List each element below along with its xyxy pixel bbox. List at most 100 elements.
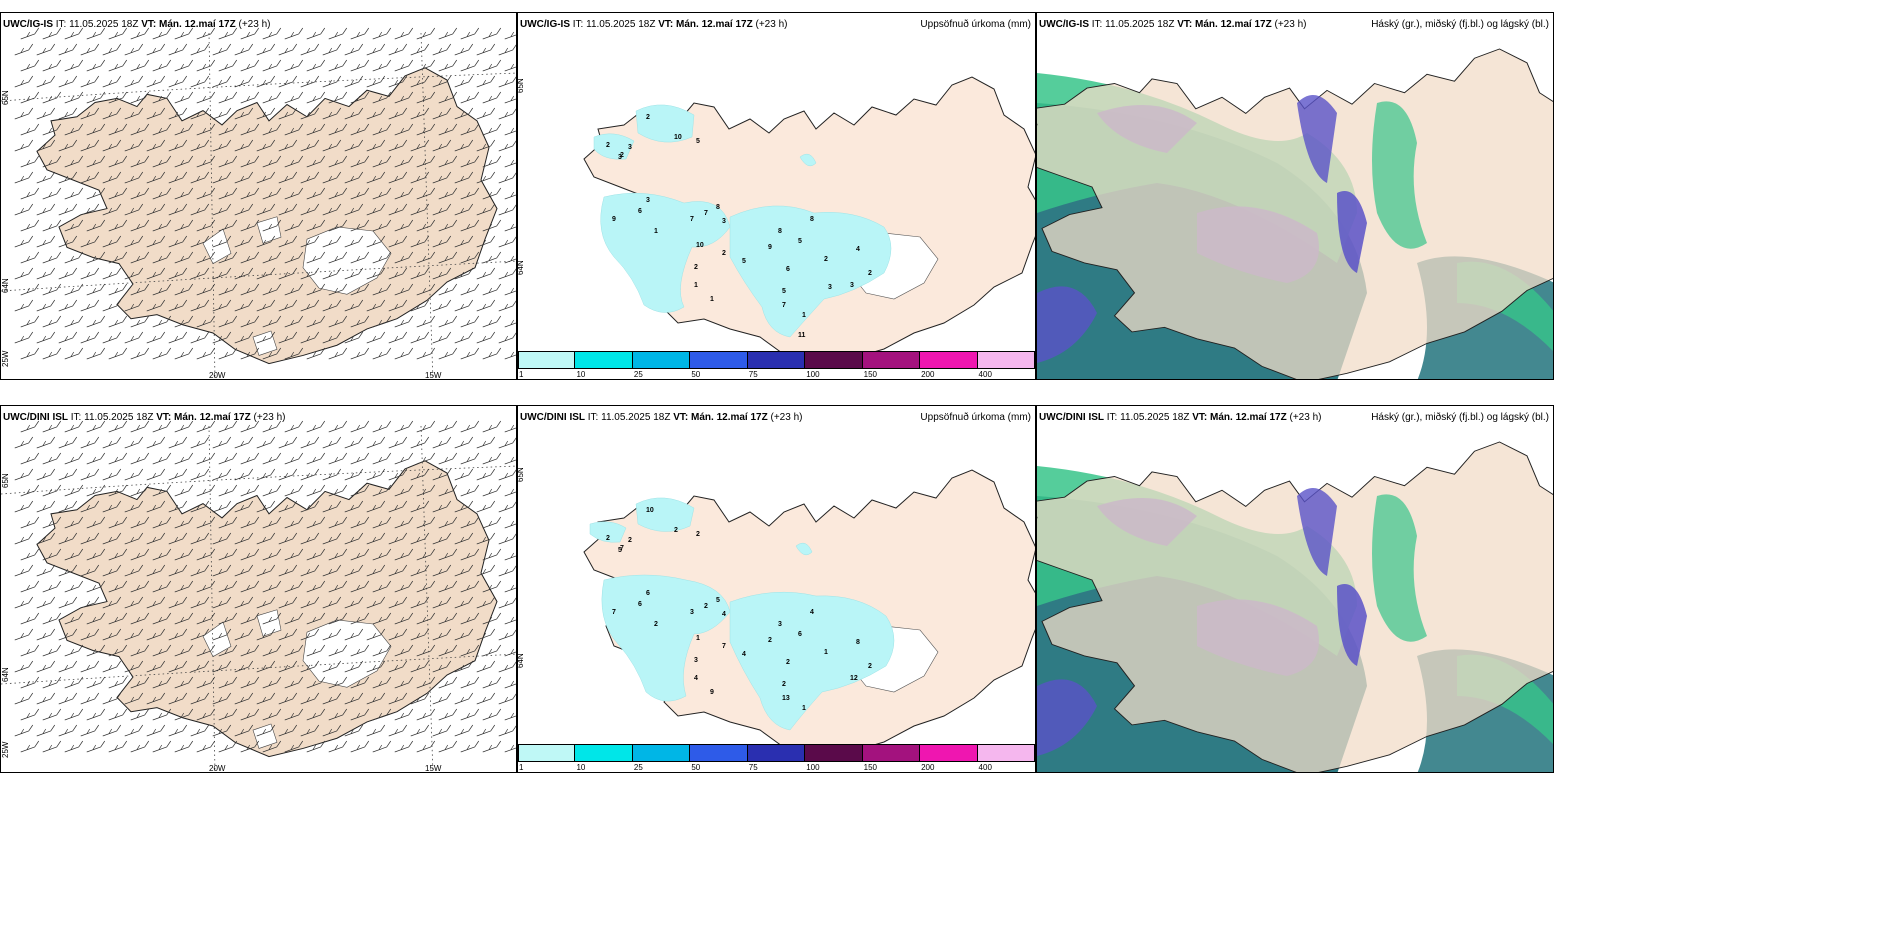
wind-panel-top: UWC/IG-IS IT: 11.05.2025 18Z VT: Mán. 12… — [0, 12, 517, 380]
colorbar-tick-label: 400 — [978, 763, 992, 772]
precip-value-label: 3 — [690, 609, 694, 616]
colorbar-cell — [632, 744, 691, 762]
colorbar-cell — [805, 351, 863, 369]
precip-blob — [593, 133, 635, 160]
lat-label-64n: 64N — [517, 260, 525, 275]
precip-value-label: 4 — [742, 651, 746, 658]
lead-time: (+23 h) — [1289, 412, 1322, 423]
model-name: UWC/DINI ISL — [1039, 412, 1104, 423]
colorbar-cell — [690, 351, 748, 369]
precip-value-label: 7 — [690, 216, 694, 223]
colorbar-cell — [632, 351, 691, 369]
colorbar-cell — [920, 351, 978, 369]
colorbar-tick-label: 100 — [806, 763, 820, 772]
mid-cloud-area — [1297, 95, 1337, 183]
precip-value-label: 5 — [716, 597, 720, 604]
it-label: IT: — [587, 412, 599, 423]
precip-value-label: 5 — [618, 547, 622, 554]
precip-value-label: 5 — [742, 258, 746, 265]
lon-label-20w: 20W — [209, 764, 226, 773]
it-value: 11.05.2025 18Z — [84, 412, 154, 423]
precip-value-label: 2 — [606, 535, 610, 542]
precip-value-label: 3 — [778, 621, 782, 628]
panel-header: UWC/IG-IS IT: 11.05.2025 18Z VT: Mán. 12… — [1039, 19, 1549, 33]
precip-value-label: 9 — [768, 244, 772, 251]
colorbar-tick-label: 150 — [863, 370, 878, 379]
precip-value-label: 2 — [654, 621, 658, 628]
colorbar-tick-label: 75 — [748, 763, 758, 772]
precip-value-label: 2 — [674, 527, 678, 534]
model-name: UWC/DINI ISL — [520, 412, 585, 423]
it-value: 11.05.2025 18Z — [69, 19, 139, 30]
precip-value-label: 2 — [722, 250, 726, 257]
cloud-panel-bottom: UWC/DINI ISL IT: 11.05.2025 18Z VT: Mán.… — [1036, 405, 1554, 773]
colorbar-cell — [747, 351, 806, 369]
precip-value-label: 4 — [694, 675, 698, 682]
precip-value-label: 11 — [798, 332, 806, 339]
precip-blob — [589, 521, 627, 543]
colorbar-cell — [862, 351, 921, 369]
cloud-title: Háský (gr.), miðský (fj.bl.) og lágský (… — [1371, 412, 1549, 423]
vt-label: VT: — [1192, 412, 1208, 423]
colorbar-cell — [518, 351, 576, 369]
vt-label: VT: — [673, 412, 689, 423]
precip-value-label: 10 — [674, 134, 682, 141]
precip-value-label: 2 — [628, 537, 632, 544]
vt-value: Mán. 12.maí 17Z — [676, 19, 753, 30]
precip-value-label: 3 — [694, 657, 698, 664]
vt-label: VT: — [658, 19, 674, 30]
panel-header: UWC/DINI ISL IT: 11.05.2025 18Z VT: Mán.… — [3, 412, 512, 426]
precip-value-label: 3 — [628, 144, 632, 151]
precip-blob — [799, 153, 817, 167]
lat-label-65n: 65N — [517, 78, 525, 93]
precip-value-label: 3 — [828, 284, 832, 291]
it-label: IT: — [1106, 412, 1118, 423]
colorbar-tick-label: 10 — [576, 370, 586, 379]
precip-value-label: 6 — [638, 208, 642, 215]
precip-value-label: 10 — [646, 507, 654, 514]
precip-value-label: 3 — [850, 282, 854, 289]
colorbar-tick-label: 150 — [863, 763, 878, 772]
precip-value-label: 2 — [824, 256, 828, 263]
colorbar-tick-label: 1 — [519, 370, 524, 379]
precip-value-label: 7 — [722, 643, 726, 650]
precip-value-label: 2 — [620, 152, 624, 159]
colorbar-cell — [747, 744, 806, 762]
precip-blob — [729, 591, 895, 731]
precip-value-label: 2 — [782, 681, 786, 688]
model-name: UWC/DINI ISL — [3, 412, 68, 423]
panel-header: UWC/DINI ISL IT: 11.05.2025 18Z VT: Mán.… — [520, 412, 1031, 426]
lat-label-64n: 64N — [517, 653, 525, 668]
precip-value-label: 2 — [694, 264, 698, 271]
precip-value-label: 6 — [786, 266, 790, 273]
precip-value-label: 3 — [618, 154, 622, 161]
precip-value-label: 7 — [782, 302, 786, 309]
high-cloud-area — [1372, 101, 1427, 249]
precip-value-label: 1 — [694, 282, 698, 289]
precip-value-label: 1 — [696, 635, 700, 642]
precip-value-label: 2 — [696, 531, 700, 538]
mid-cloud-area — [1037, 679, 1097, 756]
precip-value-label: 4 — [810, 609, 814, 616]
precip-value-label: 2 — [868, 663, 872, 670]
precip-value-label: 8 — [856, 639, 860, 646]
colorbar-tick-label: 50 — [691, 763, 701, 772]
it-label: IT: — [1091, 19, 1103, 30]
precip-title: Uppsöfnuð úrkoma (mm) — [920, 19, 1031, 30]
precip-value-label: 1 — [802, 705, 806, 712]
precip-value-label: 1 — [824, 649, 828, 656]
wind-panel-bottom: UWC/DINI ISL IT: 11.05.2025 18Z VT: Mán.… — [0, 405, 517, 773]
vt-label: VT: — [156, 412, 172, 423]
high-cloud-area — [1372, 494, 1427, 642]
colorbar-frame — [518, 351, 1035, 369]
lead-time: (+23 h) — [238, 19, 271, 30]
precip-value-label: 6 — [646, 590, 650, 597]
colorbar-tick-label: 50 — [691, 370, 701, 379]
precip-value-label: 4 — [856, 246, 860, 253]
colorbar-cell — [920, 744, 978, 762]
panel-header: UWC/DINI ISL IT: 11.05.2025 18Z VT: Mán.… — [1039, 412, 1549, 426]
colorbar-tick-label: 400 — [978, 370, 992, 379]
